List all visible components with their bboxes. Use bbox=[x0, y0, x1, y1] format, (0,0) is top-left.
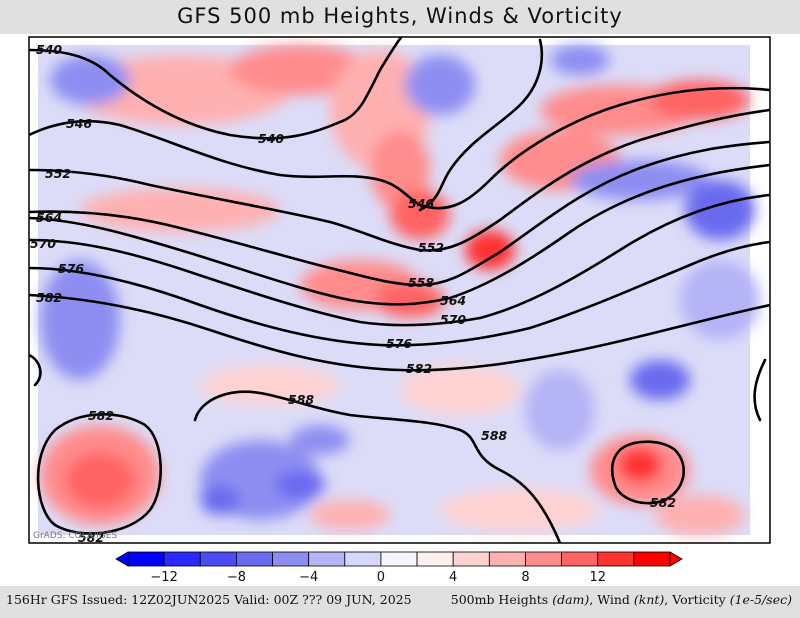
chart-title: GFS 500 mb Heights, Winds & Vorticity bbox=[177, 4, 623, 28]
contour-label-540: 540 bbox=[36, 42, 62, 57]
contour-label-582e: 582 bbox=[650, 495, 676, 510]
colorbar-swatch bbox=[199, 551, 237, 567]
colorbar: −12 −8 −4 0 4 8 12 bbox=[115, 551, 683, 585]
colorbar-tick-label: 4 bbox=[449, 570, 457, 585]
colorbar-tick-label: 12 bbox=[589, 570, 606, 585]
colorbar-swatch bbox=[633, 551, 671, 567]
contour-label-576: 576 bbox=[58, 261, 84, 276]
contour-588 bbox=[193, 390, 562, 543]
contour-label-588: 588 bbox=[288, 392, 314, 407]
contour-label-564b: 564 bbox=[440, 293, 466, 308]
contour-552 bbox=[29, 108, 770, 252]
colorbar-swatch bbox=[235, 551, 273, 567]
contour-label-570b: 570 bbox=[440, 312, 466, 327]
contour-582 bbox=[29, 293, 770, 372]
contour-label-582b: 582 bbox=[406, 361, 432, 376]
footer-legend: 500mb Heights (dam), Wind (knt), Vortici… bbox=[451, 592, 792, 607]
height-contours bbox=[29, 37, 770, 543]
contour-label-558: 558 bbox=[408, 275, 434, 290]
colorbar-swatch bbox=[308, 551, 346, 567]
watermark: GrADS: COLA/IGES bbox=[33, 531, 117, 541]
contour-label-576b: 576 bbox=[386, 336, 412, 351]
contour-label-582d: 582 bbox=[78, 530, 104, 545]
contour-label-540b: 540 bbox=[258, 131, 284, 146]
vorticity-field: 540 540 546 546 552 552 558 564 564 570 … bbox=[29, 37, 770, 545]
footer-heights-label: 500mb Heights bbox=[450, 592, 553, 607]
contour-label-570: 570 bbox=[30, 236, 56, 251]
colorbar-swatch bbox=[452, 551, 490, 567]
footer-wind-label: , Wind bbox=[589, 592, 634, 607]
contour-540-east bbox=[418, 38, 544, 212]
contour-label-546b: 546 bbox=[408, 196, 434, 211]
footer-run-info: 156Hr GFS Issued: 12Z02JUN2025 Valid: 00… bbox=[6, 592, 412, 607]
contour-558 bbox=[29, 140, 770, 287]
colorbar-swatch bbox=[272, 551, 310, 567]
contour-540 bbox=[29, 37, 403, 140]
contour-label-588b: 588 bbox=[481, 428, 507, 443]
colorbar-tick-label: −8 bbox=[227, 570, 246, 585]
colorbar-swatch bbox=[597, 551, 635, 567]
contour-label-546: 546 bbox=[66, 116, 92, 131]
contour-570 bbox=[29, 193, 770, 327]
contour-label-582c: 582 bbox=[88, 408, 114, 423]
contour-label-564: 564 bbox=[36, 210, 62, 225]
colorbar-swatch bbox=[127, 551, 165, 567]
contour-576 bbox=[29, 240, 770, 347]
colorbar-swatch bbox=[380, 551, 418, 567]
contour-546 bbox=[29, 86, 770, 210]
contour-labels: 540 540 546 546 552 552 558 564 564 570 … bbox=[30, 42, 676, 545]
colorbar-left-arrow bbox=[115, 551, 129, 567]
footer-vort-label: , Vorticity bbox=[664, 592, 730, 607]
footer-bar bbox=[0, 586, 800, 618]
contour-582-cutoff bbox=[36, 413, 162, 535]
colorbar-tick-label: −4 bbox=[299, 570, 318, 585]
colorbar-swatch bbox=[344, 551, 382, 567]
contour-label-552: 552 bbox=[45, 166, 71, 181]
contour-588-west bbox=[29, 353, 42, 387]
colorbar-swatch bbox=[561, 551, 599, 567]
contour-label-582: 582 bbox=[36, 290, 62, 305]
colorbar-tick-label: 0 bbox=[377, 570, 385, 585]
contour-564 bbox=[29, 163, 770, 306]
footer-wind-unit: (knt) bbox=[633, 592, 665, 607]
colorbar-tick-label: −12 bbox=[150, 570, 177, 585]
colorbar-right-arrow bbox=[669, 551, 683, 567]
contour-582-east bbox=[753, 358, 767, 422]
map-frame bbox=[28, 36, 771, 544]
contour-label-552b: 552 bbox=[418, 240, 444, 255]
footer-vort-unit: (1e-5/sec) bbox=[729, 592, 792, 607]
colorbar-swatch bbox=[525, 551, 563, 567]
colorbar-tick-label: 8 bbox=[521, 570, 529, 585]
contour-582-low bbox=[610, 440, 685, 505]
footer-heights-unit: (dam) bbox=[552, 592, 590, 607]
title-bar bbox=[0, 0, 800, 34]
colorbar-swatch bbox=[488, 551, 526, 567]
colorbar-swatch bbox=[416, 551, 454, 567]
colorbar-swatch bbox=[163, 551, 201, 567]
